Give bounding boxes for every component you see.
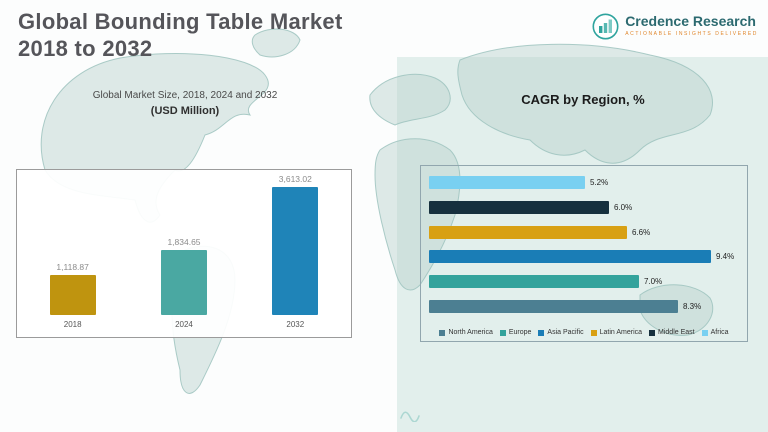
legend-marker bbox=[439, 329, 446, 336]
legend-item-north-america: North America bbox=[439, 329, 493, 336]
cagr-row-asia-pacific: 9.4% bbox=[429, 250, 739, 264]
cagr-chart: 5.2% 6.0% 6.6% 9.4% 7.0% 8.3% North America Eu… bbox=[420, 165, 748, 342]
legend-item-africa: Africa bbox=[701, 329, 729, 336]
cagr-bar bbox=[429, 225, 627, 239]
cagr-chart-title: CAGR by Region, % bbox=[521, 92, 645, 107]
bar-group-2032: 3,613.02 2032 bbox=[272, 174, 319, 329]
cagr-value-label: 5.2% bbox=[590, 178, 609, 187]
legend-item-asia-pacific: Asia Pacific bbox=[538, 329, 584, 336]
market-size-bars: 1,118.87 2018 1,834.65 2024 3,613.02 2032 bbox=[17, 170, 351, 329]
left-chart-subtitle: (USD Million) bbox=[150, 105, 220, 117]
bar-value-label: 3,613.02 bbox=[278, 174, 312, 184]
cagr-value-label: 7.0% bbox=[644, 277, 663, 287]
cagr-value-label: 6.6% bbox=[632, 227, 651, 237]
legend-marker bbox=[499, 329, 506, 336]
cagr-value-label: 8.3% bbox=[683, 301, 702, 311]
bar-group-2018: 1,118.87 2018 bbox=[49, 262, 96, 329]
legend-marker bbox=[701, 329, 708, 336]
cagr-legend: North America Europe Asia Pacific Latin Ame… bbox=[421, 329, 747, 336]
bar-category-label: 2024 bbox=[175, 320, 193, 329]
legend-label: Africa bbox=[710, 329, 729, 336]
legend-item-latin-america: Latin America bbox=[590, 329, 643, 336]
bar-2018 bbox=[49, 275, 96, 315]
cagr-bar bbox=[429, 250, 711, 264]
cagr-bar bbox=[429, 176, 585, 189]
logo-icon bbox=[592, 13, 619, 40]
logo-tagline: Actionable Insights Delivered bbox=[625, 31, 758, 37]
cagr-row-middle-east: 6.0% bbox=[429, 200, 739, 214]
bar-value-label: 1,118.87 bbox=[56, 262, 89, 272]
page-title-line2: 2018 to 2032 bbox=[18, 36, 153, 61]
bar-category-label: 2018 bbox=[63, 320, 82, 329]
bar-2024 bbox=[160, 250, 207, 315]
cagr-row-europe: 7.0% bbox=[429, 275, 739, 289]
legend-item-middle-east: Middle East bbox=[649, 329, 695, 336]
cagr-row-north-america: 8.3% bbox=[429, 299, 739, 313]
legend-label: Latin America bbox=[599, 329, 643, 336]
legend-label: North America bbox=[448, 329, 493, 336]
left-chart-title: Global Market Size, 2018, 2024 and 2032 bbox=[92, 90, 278, 101]
cagr-bar bbox=[429, 299, 678, 313]
legend-marker bbox=[649, 329, 656, 336]
cagr-row-africa: 5.2% bbox=[429, 176, 739, 189]
legend-marker bbox=[538, 329, 545, 336]
page-title-line1: Global Bounding Table Market bbox=[18, 9, 343, 34]
credence-research-logo: Credence Research Actionable Insights De… bbox=[592, 13, 758, 40]
bar-category-label: 2032 bbox=[286, 320, 305, 329]
legend-marker bbox=[590, 329, 597, 336]
logo-text: Credence Research Actionable Insights De… bbox=[625, 13, 758, 37]
bar-group-2024: 1,834.65 2024 bbox=[160, 237, 207, 329]
cagr-bar bbox=[429, 200, 609, 214]
cagr-row-latin-america: 6.6% bbox=[429, 225, 739, 239]
cagr-bars: 5.2% 6.0% 6.6% 9.4% 7.0% 8.3% bbox=[429, 176, 739, 313]
legend-item-europe: Europe bbox=[499, 329, 532, 336]
watermark-icon bbox=[400, 411, 420, 422]
market-size-chart: 1,118.87 2018 1,834.65 2024 3,613.02 2032 bbox=[16, 169, 352, 338]
cagr-value-label: 9.4% bbox=[716, 252, 735, 262]
legend-label: Middle East bbox=[658, 329, 695, 336]
legend-label: Europe bbox=[508, 329, 532, 336]
logo-brand-text: Credence Research bbox=[625, 13, 756, 29]
cagr-bar bbox=[429, 275, 639, 289]
bar-2032 bbox=[272, 187, 319, 315]
cagr-value-label: 6.0% bbox=[614, 202, 633, 212]
page-title: Global Bounding Table Market 2018 to 203… bbox=[18, 8, 343, 62]
bar-value-label: 1,834.65 bbox=[167, 237, 201, 247]
legend-label: Asia Pacific bbox=[547, 329, 584, 336]
